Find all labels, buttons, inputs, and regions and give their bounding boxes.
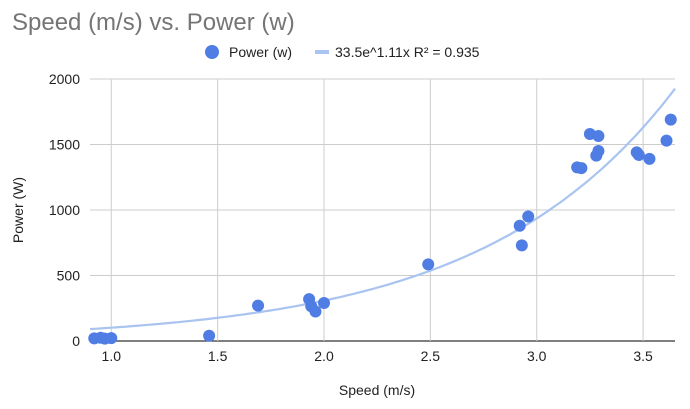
x-axis-tick-labels: 1.0 1.5 2.0 2.5 3.0 3.5	[102, 348, 653, 364]
data-point	[575, 162, 588, 175]
legend-marker-power	[205, 45, 219, 59]
y-tick-label: 2000	[49, 71, 80, 87]
data-point	[515, 239, 528, 252]
x-tick-label: 1.5	[208, 348, 228, 364]
x-tick-label: 1.0	[102, 348, 122, 364]
gridlines	[90, 78, 675, 342]
legend-marker-trendline	[315, 50, 329, 54]
data-points	[88, 113, 677, 345]
x-tick-label: 3.0	[527, 348, 547, 364]
legend-label-power: Power (w)	[229, 44, 292, 60]
data-point	[632, 148, 645, 161]
legend-label-trendline: 33.5e^1.11x R² = 0.935	[335, 44, 480, 60]
data-point	[660, 134, 673, 147]
x-tick-label: 2.0	[314, 348, 334, 364]
y-axis-tick-labels: 0 500 1000 1500 2000	[49, 71, 80, 349]
data-point	[592, 145, 605, 158]
trendline-layer	[89, 88, 676, 331]
x-axis-label: Speed (m/s)	[339, 382, 415, 398]
trendline	[89, 88, 676, 331]
data-point	[105, 332, 118, 345]
data-point	[643, 152, 656, 165]
data-point	[318, 297, 330, 310]
data-point	[513, 219, 526, 232]
x-tick-label: 2.5	[421, 348, 441, 364]
chart-title: Speed (m/s) vs. Power (w)	[12, 9, 295, 36]
y-tick-label: 0	[72, 333, 80, 349]
data-point	[422, 258, 435, 271]
x-tick-label: 3.5	[633, 348, 653, 364]
legend: Power (w) 33.5e^1.11x R² = 0.935	[205, 44, 480, 60]
data-point	[309, 305, 322, 318]
data-point	[664, 113, 677, 126]
y-tick-label: 500	[57, 268, 81, 284]
data-point	[592, 129, 605, 142]
y-axis-label: Power (W)	[10, 177, 26, 243]
data-point	[203, 329, 216, 342]
data-point	[522, 210, 535, 223]
data-point	[252, 299, 265, 312]
y-tick-label: 1000	[49, 202, 80, 218]
y-tick-label: 1500	[49, 137, 80, 153]
